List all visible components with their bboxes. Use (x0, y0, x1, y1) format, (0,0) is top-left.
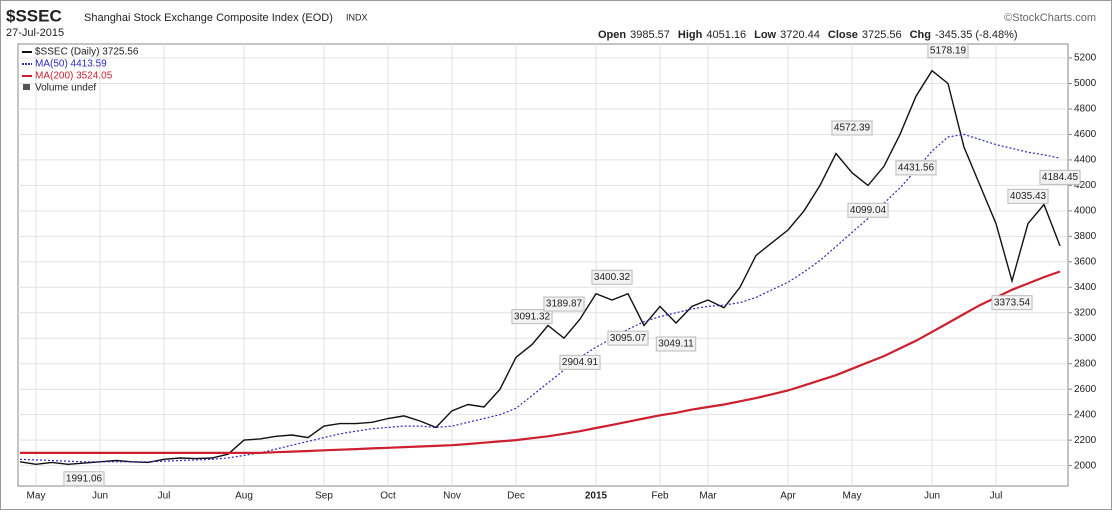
y-tick-label: 2400 (1074, 409, 1097, 420)
x-tick-label: Jul (158, 491, 171, 502)
plot-frame (17, 43, 1069, 487)
x-tick-label: Oct (380, 491, 396, 502)
peak-label-bg (927, 43, 969, 59)
chart-date: 27-Jul-2015 (6, 27, 64, 39)
x-tick-label: Nov (443, 491, 461, 502)
x-tick-label: Feb (651, 491, 669, 502)
peak-label-bg (847, 202, 889, 218)
chart-title: $SSEC (6, 6, 62, 25)
y-tick-label: 5200 (1074, 53, 1097, 64)
x-tick-label: Apr (780, 491, 796, 502)
peak-label-bg (607, 330, 649, 346)
stat-value: 3720.44 (780, 29, 820, 41)
peak-label-bg (1007, 188, 1049, 204)
grid: 2000 2200 2400 2600 2800 3000 3200 3400 3600 3800… (18, 44, 1097, 502)
stat-label: Close (828, 29, 858, 41)
peak-label: 3400.32 (594, 272, 631, 283)
y-tick-label: 2000 (1074, 460, 1097, 471)
stat-label: Low (754, 29, 776, 41)
source: ©StockCharts.com (1004, 12, 1096, 24)
peak-label-bg (895, 160, 937, 176)
y-tick-label: 2800 (1074, 358, 1097, 369)
y-tick-label: 4200 (1074, 180, 1097, 191)
stat-value: 3985.57 (630, 29, 670, 41)
stats: Open 3985.57 High 4051.16 Low 3720.44 Close 372… (598, 29, 1018, 41)
peak-label: 4572.39 (834, 123, 871, 134)
peak-label-bg (655, 336, 697, 352)
stat-value: 4051.16 (706, 29, 746, 41)
peak-label: 3373.54 (994, 297, 1031, 308)
legend-label: $SSEC (Daily) 3725.56 (35, 47, 139, 58)
y-tick-label: 2600 (1074, 384, 1097, 395)
stat-label: Open (598, 29, 626, 41)
y-tick-label: 5000 (1074, 78, 1097, 89)
legend-swatch (23, 84, 30, 90)
y-tick-label: 2200 (1074, 435, 1097, 446)
peak-label: 3049.11 (658, 339, 694, 350)
y-tick-label: 3600 (1074, 256, 1097, 267)
x-tick-label: May (843, 491, 862, 502)
peak-label: 3091.32 (514, 311, 551, 322)
peak-label: 2904.91 (562, 357, 599, 368)
stat-label: High (678, 29, 703, 41)
x-tick-label: Sep (315, 491, 333, 502)
chart-subtitle: Shanghai Stock Exchange Composite Index … (84, 12, 333, 24)
y-tick-label: 4000 (1074, 206, 1097, 217)
legend-label: MA(50) 4413.59 (35, 59, 107, 70)
peak-label-bg (831, 120, 873, 136)
peak-label-bg (559, 354, 601, 370)
stat-label: Chg (910, 29, 931, 41)
ma-line (19, 133, 1061, 463)
peak-label-bg (511, 309, 553, 325)
stat-value: -345.35 (-8.48%) (935, 29, 1018, 41)
legend-label: MA(200) 3524.05 (35, 71, 113, 82)
y-tick-label: 4400 (1074, 155, 1097, 166)
y-tick-label: 4800 (1074, 104, 1097, 115)
peak-label: 4035.43 (1010, 191, 1047, 202)
peak-label: 3095.07 (610, 333, 647, 344)
price-line (19, 69, 1061, 466)
peak-label: 4431.56 (898, 163, 935, 174)
x-tick-label: May (27, 491, 46, 502)
peak-label-bg (991, 295, 1033, 311)
peak-label-bg (63, 471, 105, 487)
peak-label: 1991.06 (66, 473, 103, 484)
exchange: INDX (346, 12, 368, 22)
x-tick-label: 2015 (585, 491, 608, 502)
peak-label: 4099.04 (850, 205, 887, 216)
x-tick-label: Dec (507, 491, 525, 502)
peak-label-bg (591, 269, 633, 285)
x-tick-label: Jul (990, 491, 1003, 502)
peak-label: 5178.19 (930, 45, 967, 56)
peak-label: 4184.45 (1042, 172, 1079, 183)
x-tick-label: Mar (699, 491, 717, 502)
x-tick-label: Jun (92, 491, 108, 502)
y-tick-label: 3000 (1074, 333, 1097, 344)
x-tick-label: Aug (235, 491, 253, 502)
x-tick-label: Jun (924, 491, 940, 502)
ma-line (20, 270, 1061, 454)
y-tick-label: 3800 (1074, 231, 1097, 242)
y-tick-label: 3400 (1074, 282, 1097, 293)
y-tick-label: 4600 (1074, 129, 1097, 140)
y-tick-label: 3200 (1074, 307, 1097, 318)
peak-label-bg (543, 296, 585, 312)
stat-value: 3725.56 (862, 29, 902, 41)
peak-label: 3189.87 (546, 299, 583, 310)
legend-label: Volume undef (35, 83, 96, 94)
peak-label-bg (1039, 169, 1081, 185)
